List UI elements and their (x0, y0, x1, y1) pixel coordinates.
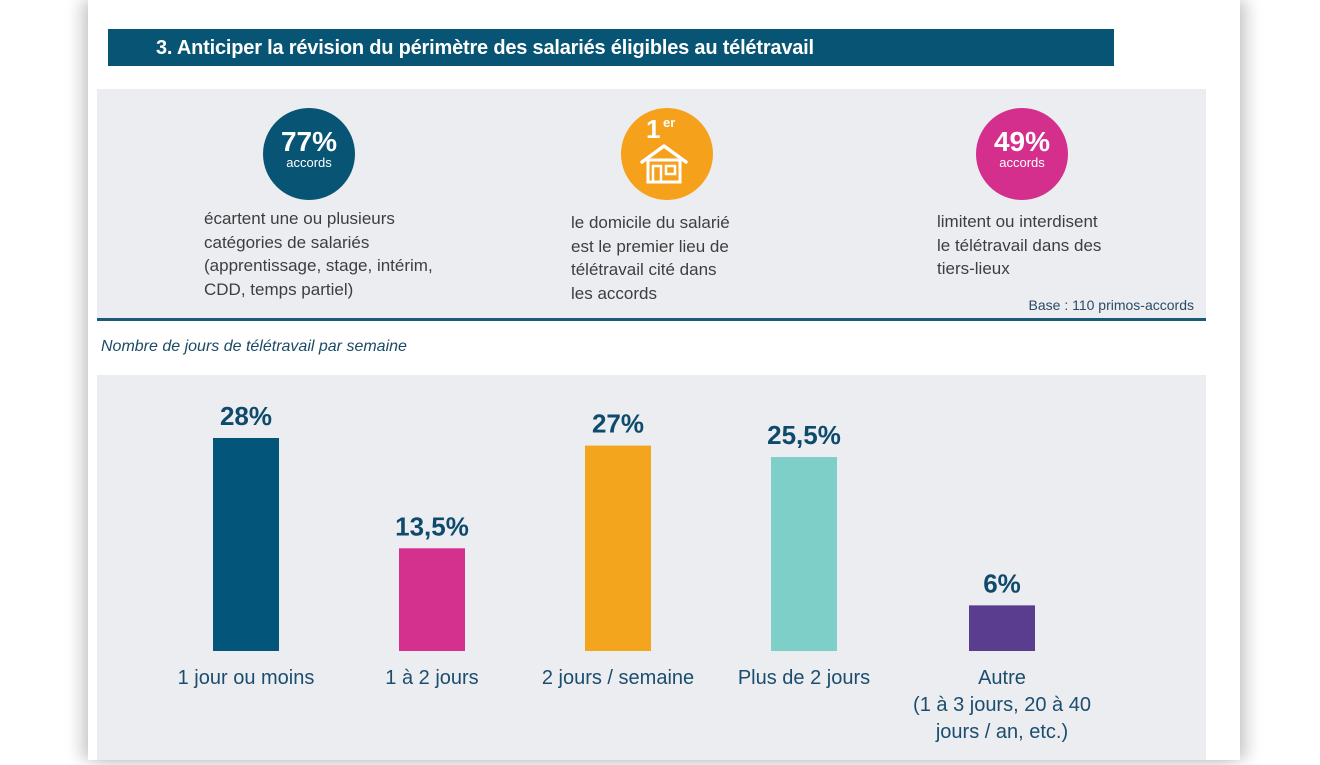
stat-unit: accords (999, 155, 1045, 170)
bar-value-label: 27% (592, 409, 644, 439)
bar-1 (399, 548, 465, 651)
bar-3 (771, 457, 837, 651)
bar-value-label: 28% (220, 401, 272, 431)
stat-description: limitent ou interdisent le télétravail d… (937, 212, 1102, 278)
bar-chart: 28% 1 jour ou moins 13,5% 1 à 2 jours 27% 2 j… (178, 401, 1091, 743)
stat-rank-suffix: er (663, 115, 676, 130)
house-icon (639, 142, 689, 191)
category-label: Plus de 2 jours (738, 667, 870, 689)
bar-2 (585, 445, 651, 651)
category-label: jours / an, etc.) (935, 721, 1068, 743)
stat-circle-first: 1 er (621, 108, 713, 200)
chart-panel: 28% 1 jour ou moins 13,5% 1 à 2 jours 27% 2 j… (97, 375, 1206, 760)
section-banner: 3. Anticiper la révision du périmètre de… (108, 29, 1114, 66)
base-note: Base : 110 primos-accords (1028, 297, 1194, 313)
divider (97, 318, 1206, 321)
stat-description: le domicile du salarié est le premier li… (571, 213, 730, 303)
stats-panel: 77% accords écartent une ou plusieurs ca… (97, 89, 1206, 318)
bar-4 (969, 605, 1035, 651)
category-label: 1 à 2 jours (385, 667, 478, 689)
stat-description: écartent une ou plusieurs catégories de … (204, 209, 433, 299)
stat-rank: 1 (646, 114, 661, 144)
bar-value-label: 25,5% (767, 420, 841, 450)
bar-0 (213, 438, 279, 651)
bar-value-label: 13,5% (395, 511, 469, 541)
stat-unit: accords (286, 155, 332, 170)
stat-value: 49% (993, 126, 1051, 157)
bar-value-label: 6% (983, 568, 1021, 598)
category-label: Autre (978, 667, 1026, 689)
category-label: 1 jour ou moins (178, 667, 315, 689)
chart-title: Nombre de jours de télétravail par semai… (101, 338, 407, 355)
section-title: 3. Anticiper la révision du périmètre de… (156, 37, 814, 59)
stat-circle-77: 77% accords (263, 108, 355, 200)
category-label: (1 à 3 jours, 20 à 40 (913, 694, 1091, 716)
stat-circle-49: 49% accords (976, 108, 1068, 200)
stat-value: 77% (280, 126, 338, 157)
category-label: 2 jours / semaine (542, 667, 694, 689)
